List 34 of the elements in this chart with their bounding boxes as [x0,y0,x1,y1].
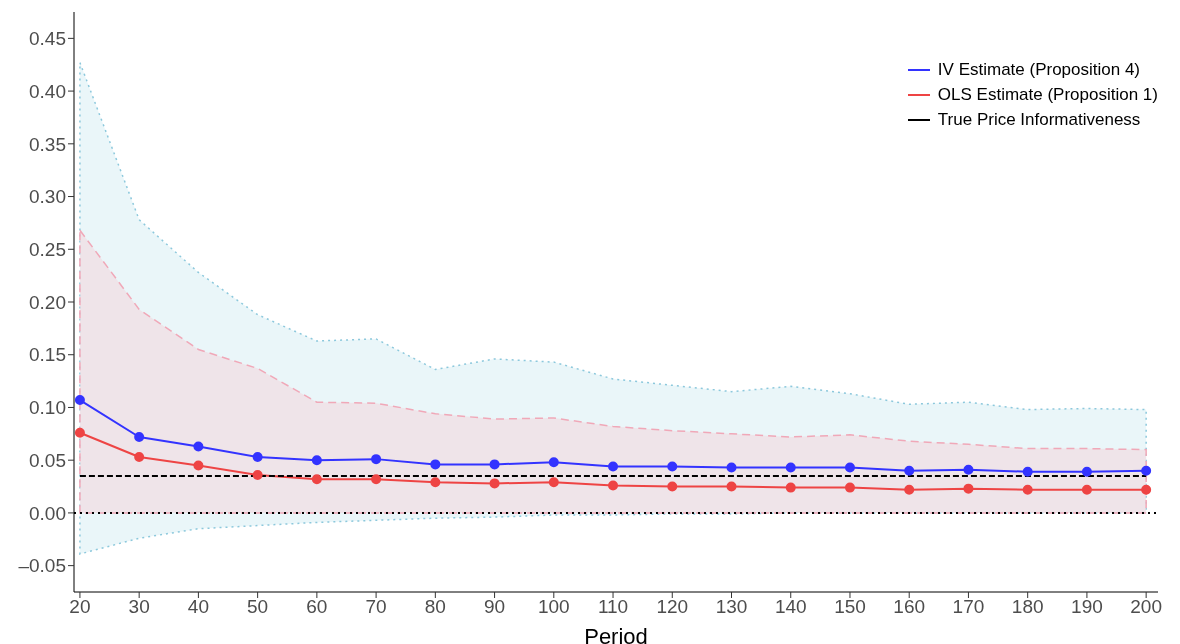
x-tick-label: 20 [69,596,91,618]
y-tick-label: 0.35 [29,133,66,155]
x-tick-label: 150 [834,596,866,618]
x-tick-label: 170 [952,596,985,618]
x-tick-label: 90 [484,596,506,618]
x-tick-label: 100 [537,596,570,618]
x-tick-label: 50 [247,596,269,618]
x-tick-label: 60 [306,596,328,618]
x-tick-label: 120 [656,596,689,618]
legend-label: OLS Estimate (Proposition 1) [937,85,1158,105]
legend-label: True Price Informativeness [937,110,1141,130]
x-tick-label: 40 [187,596,209,618]
y-tick-label: 0.10 [29,397,66,419]
x-tick-label: 80 [424,596,446,618]
y-tick-label: 0.40 [29,80,66,102]
x-tick-label: 110 [597,596,629,618]
x-tick-label: 140 [774,596,807,618]
y-tick-label: 0.05 [29,449,66,471]
x-tick-label: 180 [1011,596,1044,618]
x-tick-label: 70 [365,596,387,618]
legend-label: IV Estimate (Proposition 4) [937,60,1141,80]
x-tick-label: 30 [128,596,150,618]
y-tick-label: 0.25 [29,239,66,261]
x-axis-title: Period [584,624,648,644]
y-tick-label: 0.00 [29,502,66,524]
y-tick-label: 0.20 [29,291,66,313]
x-tick-label: 160 [893,596,926,618]
x-tick-label: 130 [715,596,748,618]
x-tick-label: 200 [1130,596,1162,618]
x-tick-label: 190 [1071,596,1103,618]
y-tick-label: 0.45 [29,28,66,50]
y-tick-label: 0.15 [29,344,66,366]
y-tick-label: 0.30 [29,186,66,208]
y-tick-label: –0.05 [18,555,66,577]
